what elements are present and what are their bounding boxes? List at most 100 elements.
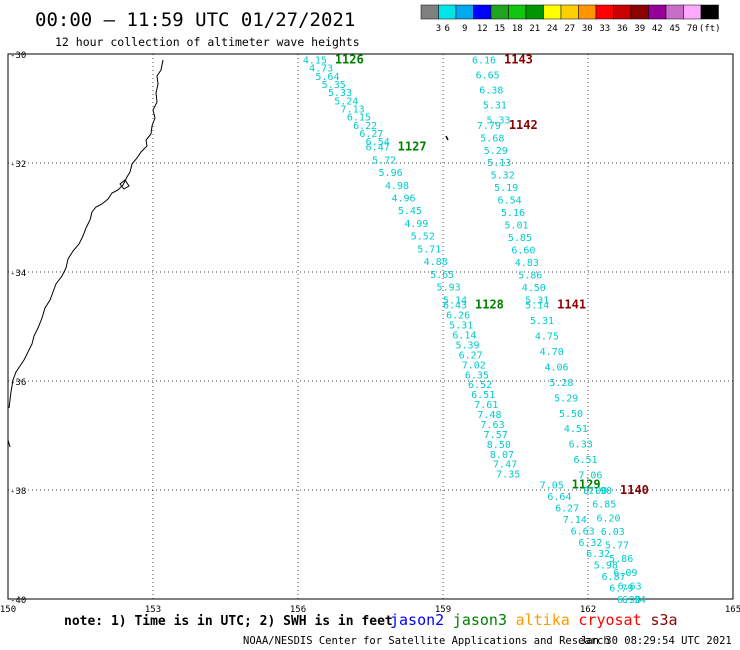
legend-label: 27 — [564, 24, 575, 34]
legend-swatch — [455, 4, 474, 20]
legend-label: 9 — [462, 24, 467, 34]
wave-height-value: 6.38 — [479, 85, 503, 96]
wave-height-value: 5.52 — [411, 232, 435, 243]
legend-swatch — [665, 4, 684, 20]
coastline-east-australia — [8, 59, 164, 409]
lat-label: -34 — [10, 269, 26, 279]
track-pass-1128: 6.436.265.316.145.396.277.026.356.526.51… — [443, 298, 520, 481]
wave-height-value: 6.63 — [571, 526, 595, 537]
wave-height-value: 5.93 — [437, 283, 461, 294]
mission-altika: altika — [516, 611, 570, 629]
wave-height-value: 6.63 — [618, 581, 642, 592]
wave-height-value: 5.85 — [508, 233, 532, 244]
legend-label: 70 — [687, 24, 698, 34]
latitude-labels: -30 -32 -34 -36 -38 -40 — [10, 51, 26, 606]
wave-height-value: 6.85 — [592, 500, 616, 511]
legend-swatch — [473, 4, 492, 20]
legend-label: 30 — [582, 24, 593, 34]
wave-height-value: 7.79 — [477, 121, 501, 132]
altimeter-tracks: 4.154.735.645.355.335.247.136.156.226.27… — [303, 52, 649, 606]
wave-height-value: 5.33 — [328, 88, 352, 99]
wave-height-value: 6.34 — [622, 595, 646, 606]
wave-height-value: 5.35 — [322, 80, 346, 91]
legend-swatch — [700, 4, 719, 20]
wave-height-value: 5.39 — [456, 340, 480, 351]
pass-number-label: 1128 — [475, 298, 504, 312]
pass-number-label: 1140 — [620, 483, 649, 497]
wave-height-value: 6.03 — [601, 527, 625, 538]
legend-label: 36 — [617, 24, 628, 34]
wave-height-value: 7.47 — [493, 460, 517, 471]
track-pass-1143: 6.16 6.65 6.38 5.31 5.33 1143 — [472, 52, 533, 126]
wave-height-value: 7.14 — [563, 515, 587, 526]
wave-height-value: 4.15 — [303, 55, 327, 66]
legend-swatch — [560, 4, 579, 20]
track-pass-1127: 6.475.72 5.96 4.98 4.965.45 4.99 5.525.71 4.88… — [366, 140, 467, 307]
wave-height-value: 6.14 — [452, 331, 476, 342]
wave-height-value: 4.98 — [385, 181, 409, 192]
wave-height-value: 6.33 — [569, 440, 593, 451]
legend-swatch — [508, 4, 527, 20]
wave-height-value: 5.31 — [483, 100, 507, 111]
lon-label: 156 — [290, 605, 306, 615]
wave-height-value: 6.32 — [578, 538, 602, 549]
lat-label: -40 — [10, 596, 26, 606]
legend-swatch — [648, 4, 667, 20]
wave-height-value: 7.05 — [540, 481, 564, 492]
mission-jason2: jason2 — [390, 611, 444, 629]
wave-height-value: 5.31 — [525, 295, 549, 306]
wave-height-value: 6.35 — [465, 370, 489, 381]
wave-height-value: 5.14 — [443, 295, 467, 306]
wave-height-value: 6.20 — [596, 513, 620, 524]
legend-label: (ft) — [699, 24, 721, 34]
map-subtitle: 12 hour collection of altimeter wave hei… — [55, 35, 360, 49]
wave-height-value: 5.68 — [480, 133, 504, 144]
wave-height-value: 6.26 — [446, 311, 470, 322]
wave-height-value: 6.09 — [613, 568, 637, 579]
legend-swatch — [630, 4, 649, 20]
legend-swatch — [490, 4, 509, 20]
legend-label: 33 — [599, 24, 610, 34]
wave-height-value: 5.01 — [504, 221, 528, 232]
wave-height-value: 6.27 — [459, 350, 483, 361]
track-pass-1140: 7.90 6.85 6.20 6.03 5.77 5.86 6.09 6.63 6.34 1140 — [588, 483, 649, 606]
wave-height-value: 6.98 — [617, 595, 641, 606]
wave-height-value: 7.35 — [496, 470, 520, 481]
wave-height-value: 4.50 — [522, 283, 546, 294]
wave-height-value: 5.86 — [609, 554, 633, 565]
wave-height-value: 4.73 — [309, 64, 333, 75]
wave-height-value: 8.00 — [583, 486, 607, 497]
legend-swatch — [543, 4, 562, 20]
wave-height-value: 4.83 — [515, 258, 539, 269]
wave-height-value: 5.33 — [487, 115, 511, 126]
longitude-labels: 150 153 156 159 162 165 — [0, 605, 740, 615]
coast-mark-south — [7, 439, 11, 448]
wave-height-value: 5.29 — [554, 393, 578, 404]
wave-height-value: 5.65 — [430, 270, 454, 281]
lon-label: 159 — [435, 605, 451, 615]
wave-height-value: 6.54 — [498, 196, 522, 207]
legend-label: 15 — [494, 24, 505, 34]
legend-label: 21 — [529, 24, 540, 34]
wave-height-value: 5.14 — [525, 301, 549, 312]
wave-height-value: 5.98 — [594, 561, 618, 572]
wave-height-value: 5.31 — [530, 316, 554, 327]
wave-height-value: 7.06 — [578, 471, 602, 482]
mission-legend: jason2 jason3 altika cryosat s3a — [390, 611, 678, 629]
wave-height-value: 4.70 — [540, 347, 564, 358]
lon-label: 162 — [580, 605, 596, 615]
lon-label: 153 — [145, 605, 161, 615]
pass-number-label: 1142 — [509, 118, 538, 132]
wave-height-value: 5.50 — [559, 409, 583, 420]
wave-height-value: 4.75 — [535, 332, 559, 343]
track-pass-1142: 7.795.68 5.295.13 5.325.19 6.545.16 5.015.85… — [477, 118, 549, 306]
wave-height-value: 6.79 — [609, 584, 633, 595]
legend-swatch — [420, 4, 439, 20]
wave-height-legend: 3 6 9 12 15 18 21 24 27 30 33 36 39 42 45 70 (ft) — [420, 4, 721, 34]
wave-height-value: 6.64 — [547, 492, 571, 503]
wave-height-value: 6.27 — [555, 503, 579, 514]
legend-label: 3 — [436, 24, 441, 34]
wave-height-value: 4.88 — [424, 257, 448, 268]
wave-height-value: 6.27 — [359, 129, 383, 140]
wave-height-value: 6.65 — [476, 70, 500, 81]
